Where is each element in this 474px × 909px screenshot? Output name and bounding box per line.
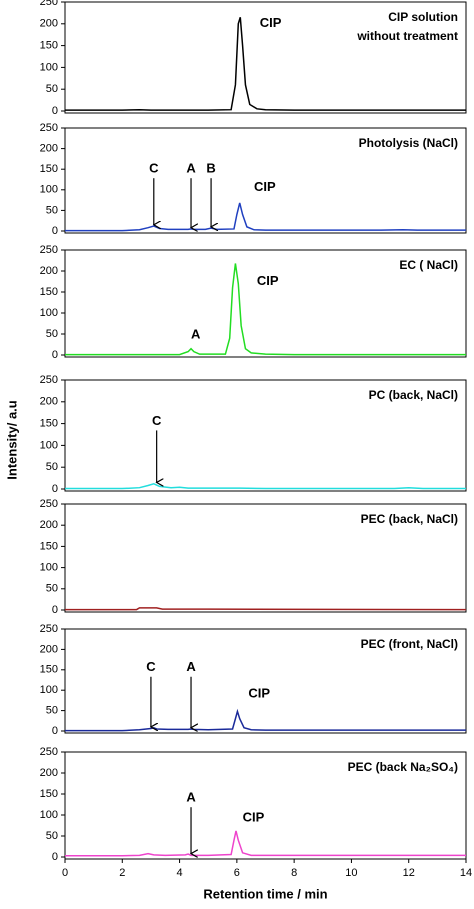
panel-title: CIP solution <box>388 10 458 24</box>
x-tick-label: 4 <box>177 867 183 879</box>
y-tick-label: 150 <box>40 540 58 552</box>
y-tick-label: 100 <box>40 809 58 821</box>
y-tick-label: 0 <box>52 349 58 361</box>
x-tick-label: 12 <box>403 867 415 879</box>
panel-title: PC (back, NaCl) <box>369 388 458 402</box>
annotation: A <box>186 790 196 805</box>
y-tick-label: 0 <box>52 725 58 737</box>
trace <box>65 17 466 111</box>
annotation: A <box>186 659 196 674</box>
y-tick-label: 0 <box>52 483 58 495</box>
annotation: CIP <box>248 686 270 701</box>
y-tick-label: 50 <box>46 830 58 842</box>
x-tick-label: 10 <box>345 867 357 879</box>
y-tick-label: 150 <box>40 788 58 800</box>
x-tick-label: 14 <box>460 867 472 879</box>
y-tick-label: 0 <box>52 604 58 616</box>
annotation: A <box>186 161 196 176</box>
trace <box>65 830 466 857</box>
y-tick-label: 0 <box>52 105 58 117</box>
y-tick-label: 150 <box>40 40 58 52</box>
y-tick-label: 250 <box>40 374 58 386</box>
y-tick-label: 50 <box>46 83 58 95</box>
y-tick-label: 100 <box>40 61 58 73</box>
y-tick-label: 200 <box>40 265 58 277</box>
annotation: C <box>146 659 156 674</box>
trace <box>65 708 466 732</box>
y-tick-label: 50 <box>46 583 58 595</box>
y-tick-label: 250 <box>40 623 58 635</box>
trace <box>65 202 466 232</box>
x-tick-label: 6 <box>234 867 240 879</box>
y-tick-label: 0 <box>52 851 58 863</box>
trace <box>65 482 466 490</box>
plot-frame <box>64 379 467 492</box>
panel-title: PEC (back Na₂SO₄) <box>348 760 458 774</box>
annotation: C <box>149 161 159 176</box>
y-axis-label: Intensity/ a.u <box>4 400 19 480</box>
y-tick-label: 200 <box>40 143 58 155</box>
y-tick-label: 250 <box>40 0 58 8</box>
y-tick-label: 200 <box>40 396 58 408</box>
y-tick-label: 250 <box>40 244 58 256</box>
annotation: CIP <box>257 273 279 288</box>
y-tick-label: 200 <box>40 643 58 655</box>
x-axis-label: Retention time / min <box>203 886 327 901</box>
plot-frame <box>64 1 467 114</box>
trace <box>65 263 466 356</box>
annotation: A <box>191 326 201 341</box>
plot-frame <box>64 249 467 358</box>
y-tick-label: 50 <box>46 461 58 473</box>
y-tick-label: 100 <box>40 684 58 696</box>
y-tick-label: 150 <box>40 163 58 175</box>
y-tick-label: 250 <box>40 122 58 134</box>
trace <box>65 607 467 611</box>
y-tick-label: 250 <box>40 498 58 510</box>
y-tick-label: 100 <box>40 307 58 319</box>
annotation: C <box>152 413 162 428</box>
annotation: CIP <box>243 809 265 824</box>
panel-title: EC ( NaCl) <box>399 258 458 272</box>
y-tick-label: 0 <box>52 225 58 237</box>
y-tick-label: 250 <box>40 746 58 758</box>
y-tick-label: 50 <box>46 204 58 216</box>
annotation: CIP <box>260 15 282 30</box>
x-tick-label: 8 <box>291 867 297 879</box>
y-tick-label: 100 <box>40 184 58 196</box>
x-tick-label: 2 <box>119 867 125 879</box>
y-tick-label: 200 <box>40 18 58 30</box>
x-tick-label: 0 <box>62 867 68 879</box>
panel-title: PEC (back, NaCl) <box>361 512 458 526</box>
plot-frame <box>64 751 467 860</box>
y-tick-label: 150 <box>40 664 58 676</box>
y-tick-label: 100 <box>40 562 58 574</box>
y-tick-label: 50 <box>46 328 58 340</box>
plot-frame <box>64 127 467 234</box>
y-tick-label: 50 <box>46 705 58 717</box>
y-tick-label: 100 <box>40 439 58 451</box>
annotation: CIP <box>254 179 276 194</box>
plot-frame <box>64 628 467 734</box>
panel-title: without treatment <box>356 29 458 43</box>
y-tick-label: 200 <box>40 519 58 531</box>
y-tick-label: 150 <box>40 286 58 298</box>
y-tick-label: 200 <box>40 767 58 779</box>
panel-title: Photolysis (NaCl) <box>359 136 458 150</box>
y-tick-label: 150 <box>40 418 58 430</box>
panel-title: PEC (front, NaCl) <box>361 637 458 651</box>
plot-frame <box>64 503 467 613</box>
annotation: B <box>206 161 215 176</box>
